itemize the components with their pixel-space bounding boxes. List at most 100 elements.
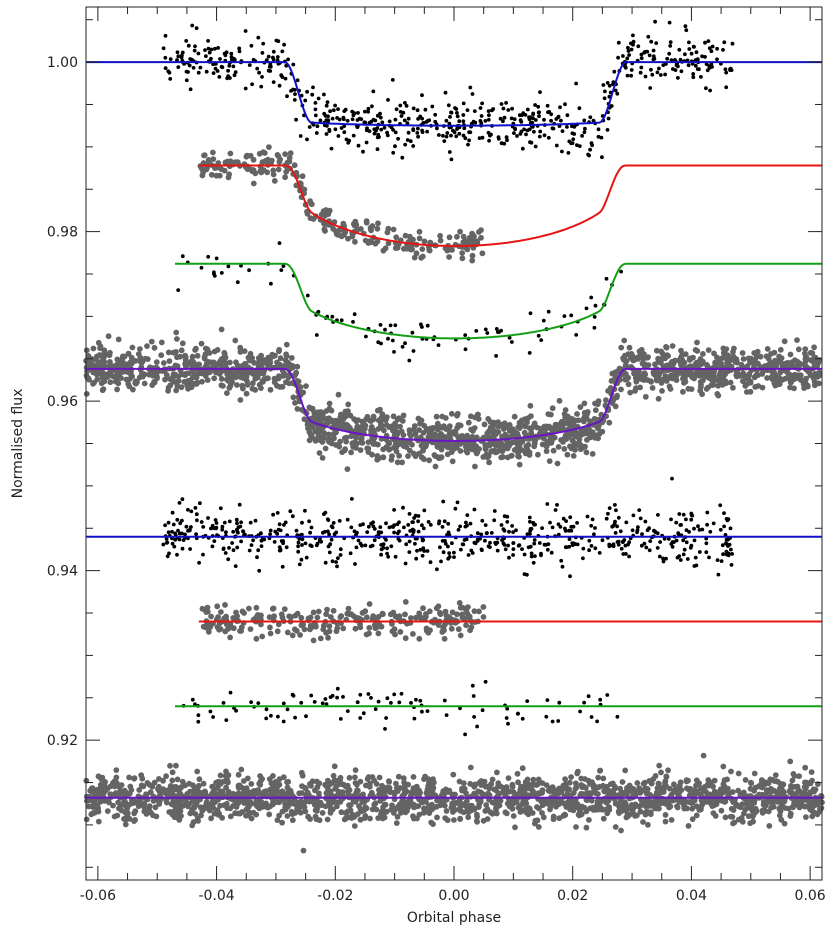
- data-point: [357, 116, 362, 121]
- data-point: [244, 378, 250, 385]
- data-point: [443, 808, 450, 814]
- data-point: [608, 378, 615, 384]
- data-point: [550, 525, 555, 530]
- data-point: [519, 129, 524, 134]
- data-point: [151, 344, 158, 351]
- data-point: [446, 254, 452, 260]
- data-point: [410, 426, 417, 433]
- data-point: [635, 376, 642, 382]
- data-point: [317, 635, 324, 642]
- data-point: [681, 359, 688, 366]
- data-point: [290, 692, 295, 697]
- data-point: [619, 546, 624, 551]
- data-point: [420, 538, 425, 543]
- data-point: [369, 425, 375, 432]
- data-point: [186, 43, 191, 48]
- data-point: [463, 333, 468, 337]
- data-point: [504, 135, 509, 140]
- data-point: [202, 351, 209, 358]
- data-point: [163, 33, 168, 38]
- data-point: [618, 386, 624, 393]
- data-point: [510, 524, 514, 528]
- data-point: [623, 371, 629, 377]
- data-point: [445, 131, 450, 135]
- data-point: [538, 428, 544, 435]
- data-point: [542, 117, 546, 122]
- data-point: [299, 700, 304, 705]
- data-point: [276, 159, 283, 165]
- data-point: [306, 437, 313, 444]
- data-point: [330, 607, 337, 614]
- data-point: [631, 33, 635, 38]
- data-point: [420, 447, 426, 454]
- data-point: [251, 359, 257, 366]
- data-point: [365, 126, 369, 131]
- data-point: [600, 815, 607, 822]
- data-point: [283, 351, 289, 358]
- data-point: [205, 157, 212, 163]
- data-point: [605, 693, 610, 697]
- data-point: [488, 448, 495, 455]
- data-point: [286, 613, 293, 620]
- data-point: [203, 609, 210, 615]
- data-point: [600, 775, 607, 782]
- data-point: [480, 454, 487, 460]
- data-point: [656, 513, 660, 517]
- data-point: [348, 433, 355, 440]
- data-point: [420, 709, 424, 714]
- data-point: [629, 47, 634, 52]
- data-point: [247, 152, 254, 159]
- data-point: [294, 117, 298, 122]
- data-point: [480, 135, 485, 140]
- data-point: [304, 555, 309, 560]
- data-point: [414, 556, 419, 561]
- data-point: [587, 153, 591, 158]
- data-point: [115, 336, 122, 343]
- data-point: [168, 77, 173, 81]
- data-point: [601, 83, 606, 87]
- data-point: [345, 118, 350, 123]
- data-point: [215, 614, 222, 620]
- data-point: [689, 517, 694, 522]
- data-point: [627, 554, 631, 559]
- data-point: [392, 692, 397, 697]
- data-point: [735, 816, 742, 823]
- data-point: [613, 531, 618, 535]
- data-point: [530, 120, 535, 125]
- data-point: [245, 354, 252, 361]
- data-point: [525, 699, 530, 703]
- data-point: [415, 548, 419, 553]
- data-point: [520, 146, 525, 151]
- data-point: [638, 346, 645, 353]
- data-point: [639, 52, 644, 57]
- data-point: [442, 698, 447, 703]
- data-point: [241, 529, 246, 534]
- data-point: [625, 56, 630, 61]
- data-point: [385, 130, 389, 135]
- data-point: [567, 537, 572, 541]
- data-point: [384, 716, 388, 720]
- data-point: [529, 526, 534, 531]
- data-point: [338, 781, 345, 788]
- data-point: [366, 106, 371, 111]
- data-point: [451, 128, 455, 133]
- data-point: [371, 89, 376, 94]
- data-point: [162, 376, 168, 383]
- data-point: [522, 552, 527, 557]
- data-point: [357, 447, 364, 453]
- data-point: [619, 269, 623, 274]
- data-point: [405, 453, 411, 459]
- data-point: [423, 107, 428, 112]
- data-point: [210, 544, 215, 549]
- data-point: [709, 49, 714, 54]
- data-point: [189, 509, 194, 514]
- data-point: [395, 773, 402, 780]
- data-point: [612, 69, 617, 74]
- data-point: [131, 810, 138, 817]
- data-point: [419, 253, 426, 260]
- data-point: [193, 381, 200, 387]
- data-point: [333, 127, 338, 132]
- data-point: [261, 41, 266, 46]
- data-point: [391, 127, 395, 132]
